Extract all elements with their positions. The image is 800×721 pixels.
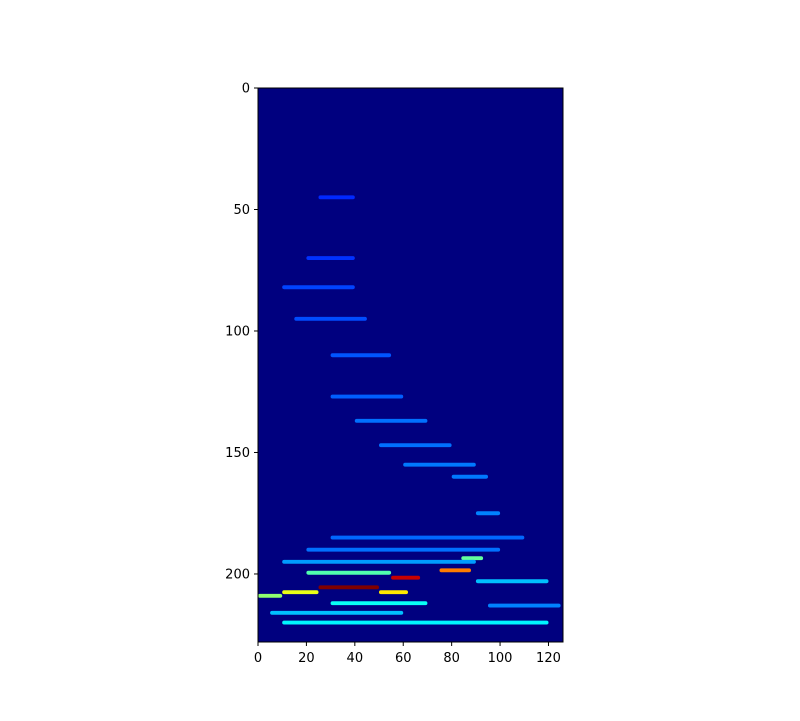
heatmap-streak [294, 316, 367, 321]
heatmap-streak [403, 462, 476, 467]
heatmap-streak [258, 593, 283, 598]
x-tick-label: 80 [443, 651, 460, 666]
heatmap-streak [461, 556, 484, 561]
heatmap-background [258, 88, 563, 642]
heatmap-streak [318, 195, 355, 200]
y-axis: 0 50 100 150 200 [225, 82, 258, 582]
x-tick-label: 40 [347, 651, 364, 666]
y-tick-label: 0 [242, 82, 250, 97]
heatmap-streak [439, 568, 471, 573]
y-tick-label: 200 [225, 567, 250, 582]
heatmap-streak [475, 579, 549, 584]
x-tick-label: 20 [298, 651, 315, 666]
x-tick-label: 0 [254, 651, 262, 666]
heatmap-streak [282, 559, 476, 564]
heatmap-streak [391, 575, 421, 580]
x-tick-label: 60 [395, 651, 412, 666]
heatmap-streak [330, 601, 428, 606]
x-tick-label: 120 [536, 651, 561, 666]
heatmap-image [258, 88, 563, 642]
heatmap-streak [379, 590, 408, 595]
heatmap-streak [488, 603, 561, 608]
heatmap-streak [318, 585, 379, 590]
y-tick-label: 100 [225, 324, 250, 339]
heatmap-streak [306, 570, 392, 575]
plot-frame [257, 87, 564, 643]
heatmap-streak [451, 474, 488, 479]
x-axis: 0 20 40 60 80 100 120 [254, 642, 561, 666]
heatmap-streak [270, 610, 404, 615]
y-tick-label: 50 [233, 203, 250, 218]
x-tick-label: 100 [488, 651, 513, 666]
heatmap-streak [282, 590, 319, 595]
heatmap-streak [379, 443, 452, 448]
heatmap-streak [330, 394, 404, 399]
heatmap-streak [354, 418, 428, 423]
heatmap-streak [282, 620, 549, 625]
heatmap-streak [306, 256, 355, 260]
heatmap-streak [330, 535, 525, 540]
y-tick-label: 150 [225, 446, 250, 461]
heatmap-streak [330, 353, 392, 358]
heatmap-streak [306, 547, 501, 552]
heatmap-streak [475, 511, 501, 516]
heatmap-streak [282, 285, 355, 290]
